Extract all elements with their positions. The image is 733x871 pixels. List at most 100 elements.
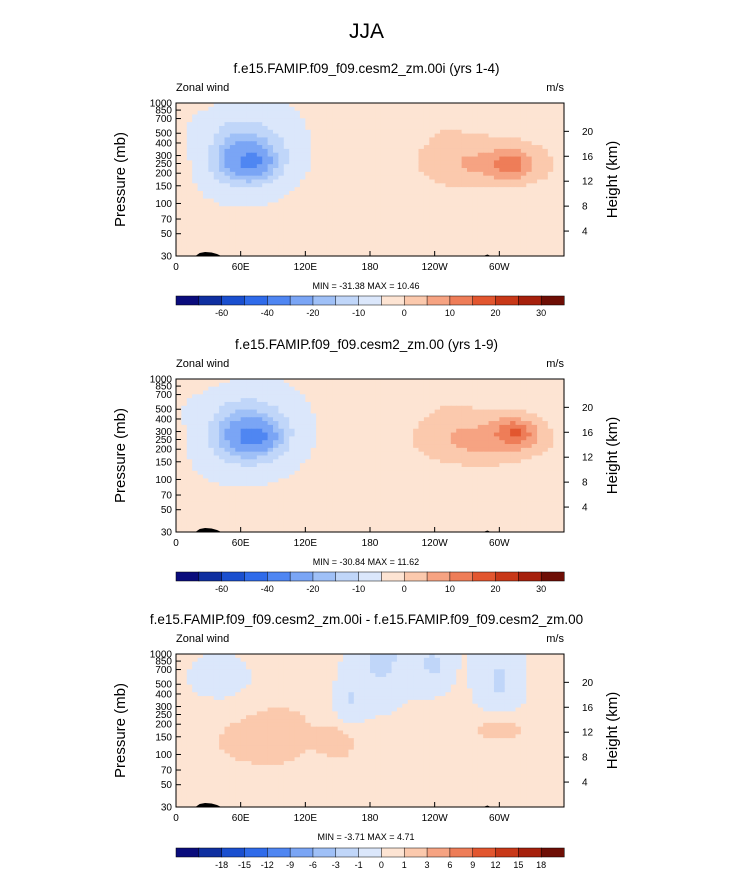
field-cell [488, 190, 495, 196]
field-cell [520, 455, 527, 460]
field-cell [202, 444, 209, 449]
field-cell [197, 225, 204, 230]
field-cell [202, 428, 209, 434]
field-cell [391, 401, 398, 407]
field-cell [440, 221, 447, 226]
field-cell [240, 210, 247, 215]
field-cell [423, 394, 430, 399]
field-cell [391, 474, 398, 480]
field-cell [305, 171, 312, 177]
field-cell [364, 213, 371, 219]
field-cell [337, 148, 344, 154]
field-cell [235, 210, 242, 215]
field-cell [488, 160, 495, 165]
field-cell [558, 240, 565, 246]
field-cell [493, 482, 500, 487]
field-cell [493, 447, 500, 453]
field-cell [370, 148, 376, 154]
field-cell [450, 213, 457, 219]
field-cell [526, 179, 533, 184]
field-cell [343, 198, 350, 204]
field-cell [235, 466, 242, 472]
field-cell [510, 466, 517, 472]
field-cell [278, 168, 285, 173]
field-cell [553, 225, 560, 230]
field-cell [407, 141, 414, 146]
field-cell [202, 398, 209, 403]
field-cell [208, 194, 215, 200]
field-cell [375, 463, 382, 468]
field-cell [273, 248, 279, 253]
field-cell [181, 152, 188, 158]
field-cell [391, 225, 398, 230]
field-cell [510, 133, 517, 139]
field-cell [262, 152, 269, 158]
field-cell [262, 137, 269, 142]
field-cell [294, 141, 301, 146]
field-cell [461, 179, 468, 184]
field-cell [278, 244, 285, 249]
field-cell [359, 401, 366, 407]
field-cell [429, 474, 436, 480]
field-cell [472, 394, 479, 399]
field-cell [208, 470, 215, 476]
field-cell [343, 110, 350, 116]
field-cell [520, 129, 527, 135]
field-cell [240, 106, 247, 112]
field-cell [246, 125, 253, 131]
field-cell [370, 401, 376, 407]
field-cell [316, 198, 323, 204]
field-cell [488, 129, 495, 135]
field-cell [208, 148, 215, 154]
field-cell [445, 175, 452, 181]
field-cell [267, 386, 274, 392]
field-cell [305, 417, 312, 422]
field-cell [402, 390, 409, 395]
field-cell [208, 428, 215, 434]
field-cell [483, 233, 490, 238]
field-cell [483, 160, 490, 165]
field-cell [440, 444, 447, 449]
field-cell [520, 175, 527, 181]
field-cell [348, 221, 355, 226]
field-cell [558, 168, 565, 173]
field-cell [493, 428, 500, 434]
field-cell [192, 225, 199, 230]
field-cell [202, 179, 209, 184]
field-cell [391, 179, 398, 184]
field-cell [326, 217, 333, 223]
field-cell [370, 421, 376, 426]
field-cell [294, 198, 301, 204]
field-cell [186, 459, 193, 464]
field-cell [407, 198, 414, 204]
field-cell [483, 252, 490, 257]
field-cell [467, 168, 473, 173]
field-cell [332, 432, 339, 437]
field-cell [343, 168, 350, 173]
field-cell [278, 225, 285, 230]
field-cell [278, 240, 285, 246]
field-cell [510, 225, 517, 230]
field-cell [326, 183, 333, 188]
field-cell [483, 440, 490, 445]
field-cell [526, 459, 533, 464]
field-cell [440, 141, 447, 146]
field-cell [456, 459, 463, 464]
field-cell [396, 236, 403, 242]
field-cell [370, 478, 376, 483]
field-cell [186, 482, 193, 487]
field-cell [396, 470, 403, 476]
field-cell [402, 168, 409, 173]
field-cell [294, 478, 301, 483]
field-cell [396, 110, 403, 116]
field-cell [429, 183, 436, 188]
field-cell [440, 236, 447, 242]
field-cell [526, 390, 533, 395]
field-cell [229, 171, 236, 177]
field-cell [299, 225, 306, 230]
field-cell [267, 248, 274, 253]
field-cell [520, 451, 527, 457]
field-cell [407, 118, 414, 123]
field-cell [294, 202, 301, 207]
field-cell [413, 390, 420, 395]
